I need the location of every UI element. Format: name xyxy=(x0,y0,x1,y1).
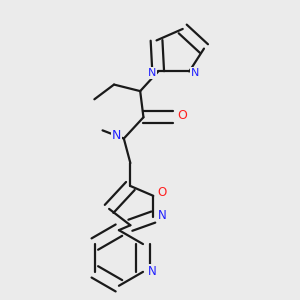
Text: N: N xyxy=(158,209,167,222)
Text: N: N xyxy=(148,266,157,278)
Text: N: N xyxy=(191,68,199,78)
Text: O: O xyxy=(158,186,167,199)
Text: O: O xyxy=(177,109,187,122)
Text: N: N xyxy=(148,68,157,78)
Text: N: N xyxy=(112,129,121,142)
